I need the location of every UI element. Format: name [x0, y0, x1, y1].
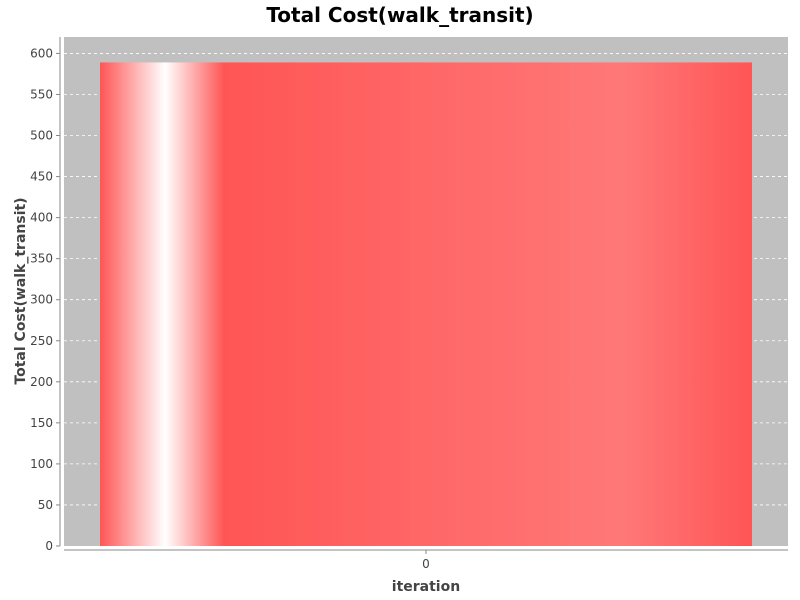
y-tick-label: 250 [30, 334, 53, 348]
y-tick-label: 450 [30, 170, 53, 184]
x-axis-ticks: 0 [422, 550, 430, 571]
y-tick-label: 550 [30, 87, 53, 101]
y-tick-label: 200 [30, 375, 53, 389]
y-tick-label: 350 [30, 252, 53, 266]
y-tick-label: 150 [30, 416, 53, 430]
bars [100, 62, 752, 546]
bar [100, 62, 752, 546]
y-tick-label: 0 [45, 539, 53, 553]
x-tick-label: 0 [422, 557, 430, 571]
y-tick-label: 100 [30, 457, 53, 471]
x-axis-label: iteration [392, 579, 460, 595]
y-tick-label: 50 [38, 498, 53, 512]
y-axis-ticks: 0 50 100 150 200 250 300 350 400 450 500 550 600 [30, 46, 60, 553]
y-tick-label: 300 [30, 293, 53, 307]
y-tick-label: 400 [30, 211, 53, 225]
y-axis-label: Total Cost(walk_transit) [13, 197, 29, 384]
chart-title: Total Cost(walk_transit) [266, 3, 533, 27]
y-tick-label: 500 [30, 129, 53, 143]
y-tick-label: 600 [30, 46, 53, 60]
